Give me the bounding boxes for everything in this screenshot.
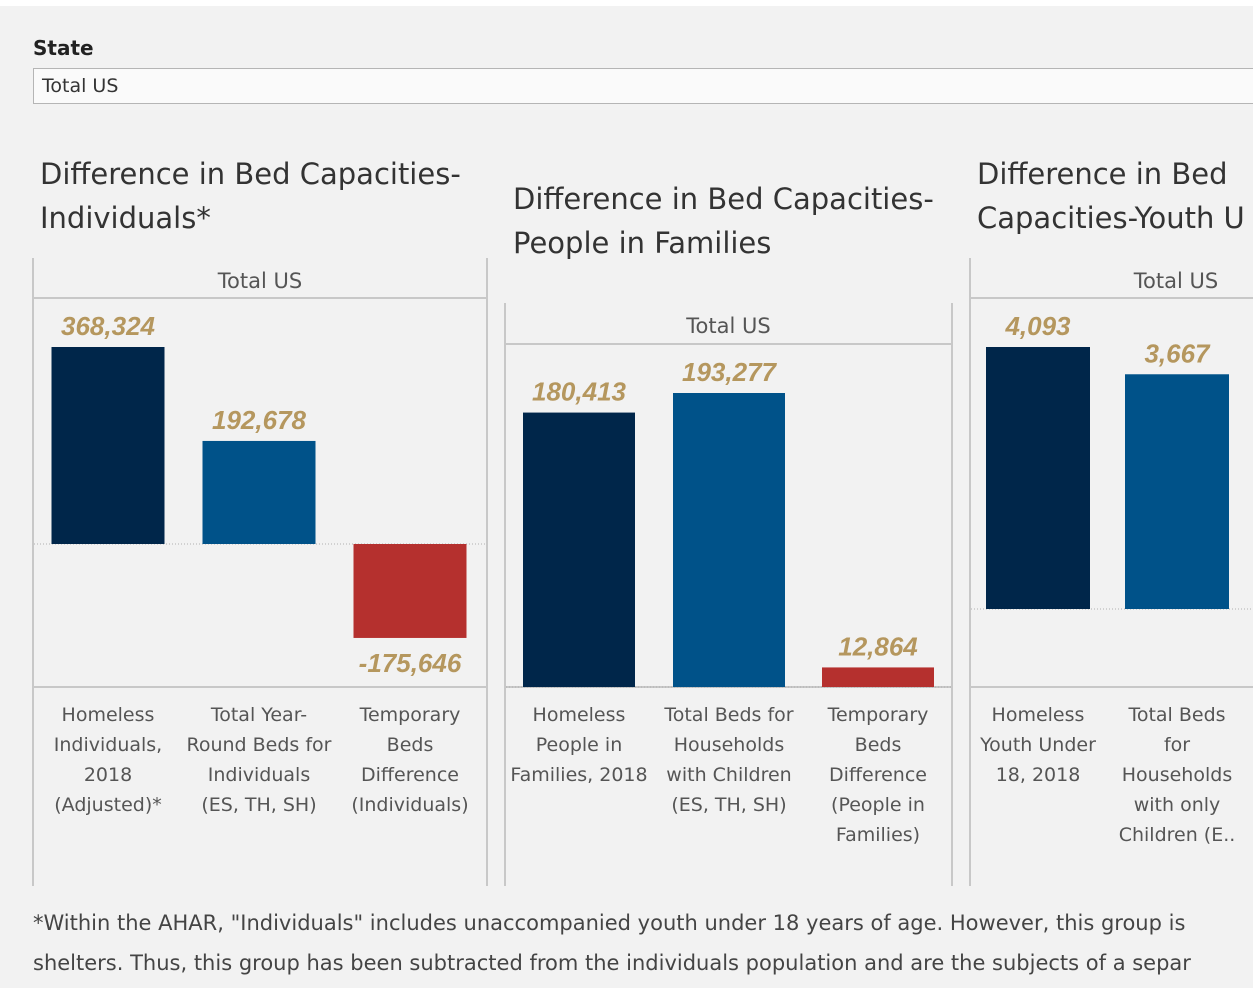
- category-label: Families, 2018: [510, 764, 647, 786]
- bar: [523, 412, 635, 687]
- bar: [353, 544, 467, 638]
- bar: [986, 347, 1090, 609]
- chart-title-line: Capacities-Youth U: [977, 201, 1245, 235]
- category-label: Difference: [361, 764, 459, 786]
- category-label: Total Beds for: [663, 704, 793, 726]
- data-label: 3,667: [1144, 338, 1211, 368]
- bar: [51, 347, 165, 544]
- category-label: Families): [836, 824, 920, 846]
- category-label: Children (E..: [1119, 824, 1236, 846]
- data-label: -175,646: [359, 648, 462, 678]
- data-label: 368,324: [61, 311, 156, 341]
- state-filter-value: Total US: [42, 75, 119, 97]
- chart-2: Total US 4,093 Homeless Youth Under 18, 2018…: [969, 258, 1253, 886]
- data-label: 4,093: [1004, 311, 1071, 341]
- category-label: Beds: [387, 734, 434, 756]
- chart-title-individuals: Difference in Bed Capacities- Individual…: [40, 152, 461, 240]
- chart-title-line: People in Families: [513, 226, 772, 260]
- category-label: (People in: [831, 794, 925, 816]
- chart-title-line: Difference in Bed Capacities-: [513, 182, 934, 216]
- chart-title-line: Individuals*: [40, 201, 211, 235]
- category-label: for: [1164, 734, 1190, 756]
- category-label: Individuals,: [54, 734, 162, 756]
- bar: [202, 440, 316, 544]
- chart-title-youth: Difference in Bed Capacities-Youth U: [977, 152, 1245, 240]
- footnote-line-1: *Within the AHAR, "Individuals" includes…: [33, 911, 1186, 935]
- state-filter-dropdown[interactable]: Total US: [33, 68, 1253, 104]
- bar: [673, 393, 785, 687]
- chart-0: Total US 368,324 Homeless Individuals, 2018 (…: [32, 258, 488, 886]
- category-label: Total Year-: [210, 704, 307, 726]
- data-label: 180,413: [532, 377, 627, 407]
- column-header: Total US: [685, 314, 770, 338]
- category-label: Homeless: [533, 704, 626, 726]
- category-label: 2018: [84, 764, 132, 786]
- data-label: 192,678: [212, 405, 307, 435]
- category-label: Youth Under: [979, 734, 1096, 756]
- bar: [1125, 374, 1229, 609]
- category-label: Households: [1122, 764, 1232, 786]
- column-header: Total US: [1133, 269, 1218, 293]
- chart-title-line: Difference in Bed Capacities-: [40, 157, 461, 191]
- footnote-line-2: shelters. Thus, this group has been subt…: [33, 951, 1191, 975]
- category-label: Difference: [829, 764, 927, 786]
- category-label: Temporary: [827, 704, 929, 726]
- category-label: with only: [1134, 794, 1221, 816]
- state-filter-label: State: [33, 36, 94, 60]
- category-label: People in: [536, 734, 622, 756]
- column-header: Total US: [217, 269, 302, 293]
- category-label: (Individuals): [351, 794, 468, 816]
- category-label: (ES, TH, SH): [671, 794, 786, 816]
- category-label: Beds: [855, 734, 902, 756]
- chart-title-line: Difference in Bed: [977, 157, 1228, 191]
- chart-title-families: Difference in Bed Capacities- People in …: [513, 177, 934, 265]
- category-label: Total Beds: [1127, 704, 1225, 726]
- category-label: Round Beds for: [186, 734, 331, 756]
- category-label: (ES, TH, SH): [201, 794, 316, 816]
- category-label: 18, 2018: [996, 764, 1081, 786]
- chart-1: Total US 180,413 Homeless People in Families…: [504, 303, 953, 886]
- bar: [822, 667, 934, 687]
- category-label: (Adjusted)*: [54, 794, 161, 816]
- data-label: 12,864: [838, 631, 918, 661]
- category-label: Homeless: [62, 704, 155, 726]
- category-label: with Children: [666, 764, 791, 786]
- category-label: Homeless: [992, 704, 1085, 726]
- data-label: 193,277: [682, 357, 778, 387]
- category-label: Temporary: [359, 704, 461, 726]
- category-label: Individuals: [208, 764, 310, 786]
- category-label: Households: [674, 734, 784, 756]
